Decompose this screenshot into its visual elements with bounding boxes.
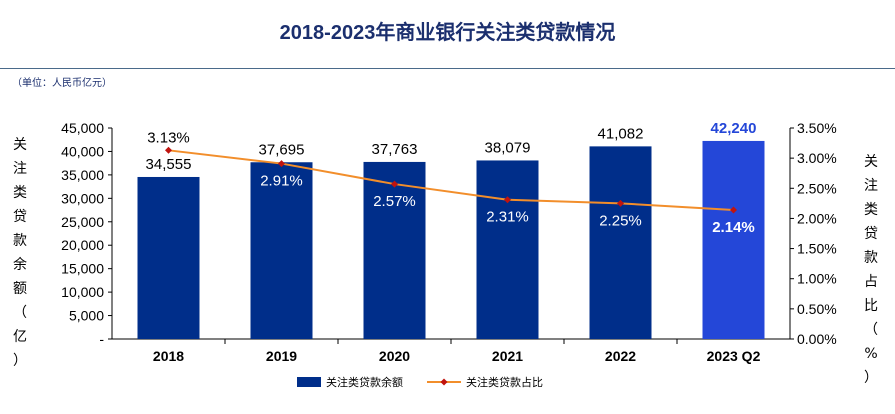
y-left-tick-label: - bbox=[99, 331, 104, 347]
y-right-tick-label: 1.50% bbox=[797, 241, 837, 257]
y-right-axis-title-char: 比 bbox=[864, 298, 878, 314]
ratio-data-label: 2.91% bbox=[260, 173, 303, 190]
x-tick-label: 2020 bbox=[379, 348, 410, 364]
x-tick-label: 2022 bbox=[605, 348, 636, 364]
bar-2018 bbox=[137, 176, 200, 339]
y-right-axis-title-char: 关 bbox=[864, 154, 878, 170]
y-right-axis-title-char: 贷 bbox=[864, 226, 878, 242]
bar-2022 bbox=[589, 146, 652, 339]
y-right-tick-label: 2.50% bbox=[797, 180, 837, 196]
y-left-tick-label: 10,000 bbox=[61, 284, 104, 300]
y-left-tick-label: 40,000 bbox=[61, 143, 104, 159]
y-right-tick-label: 2.00% bbox=[797, 210, 837, 226]
y-left-tick-label: 20,000 bbox=[61, 237, 104, 253]
y-left-axis-title-char: （ bbox=[13, 305, 27, 321]
title-divider bbox=[0, 68, 895, 69]
x-tick-label: 2021 bbox=[492, 348, 523, 364]
legend-bar-swatch bbox=[297, 377, 321, 387]
x-tick-label: 2023 Q2 bbox=[707, 348, 761, 364]
ratio-marker bbox=[730, 206, 737, 214]
y-right-axis-title-char: 占 bbox=[864, 274, 878, 290]
y-left-axis-title-char: 关 bbox=[13, 137, 27, 153]
chart-title: 2018-2023年商业银行关注类贷款情况 bbox=[279, 22, 616, 44]
bar-data-label: 34,555 bbox=[146, 156, 192, 173]
y-left-tick-label: 30,000 bbox=[61, 190, 104, 206]
ratio-marker bbox=[504, 196, 511, 204]
unit-note: （单位：人民币亿元） bbox=[12, 78, 112, 89]
ratio-marker bbox=[165, 146, 172, 154]
y-left-axis-title-char: 亿 bbox=[13, 329, 27, 345]
ratio-data-label: 2.31% bbox=[486, 209, 529, 226]
y-left-axis-title-char: 贷 bbox=[13, 209, 27, 225]
y-left-axis-title-char: 类 bbox=[13, 185, 27, 201]
y-left-tick-label: 15,000 bbox=[61, 261, 104, 277]
ratio-line bbox=[168, 149, 734, 211]
legend-line-marker bbox=[440, 378, 448, 386]
y-left-axis-title-char: ） bbox=[13, 353, 27, 369]
x-tick-label: 2019 bbox=[266, 348, 297, 364]
ratio-marker bbox=[617, 199, 624, 207]
y-left-axis-title-char: 额 bbox=[13, 281, 27, 297]
ratio-data-label: 3.13% bbox=[147, 129, 190, 146]
y-right-axis-title-char: （ bbox=[864, 322, 878, 338]
y-right-tick-label: 1.00% bbox=[797, 271, 837, 287]
ratio-data-label: 2.57% bbox=[373, 193, 416, 210]
y-right-axis-title-char: 类 bbox=[864, 202, 878, 218]
y-left-tick-label: 45,000 bbox=[61, 120, 104, 136]
y-right-tick-label: 3.50% bbox=[797, 120, 837, 136]
y-right-tick-label: 0.50% bbox=[797, 301, 837, 317]
bar-data-label: 42,240 bbox=[711, 120, 757, 137]
legend-line-label: 关注类贷款占比 bbox=[466, 375, 543, 389]
y-right-tick-label: 0.00% bbox=[797, 331, 837, 347]
ratio-marker bbox=[278, 160, 285, 168]
bar-data-label: 38,079 bbox=[485, 139, 531, 156]
bar-2021 bbox=[476, 160, 539, 339]
bar-data-label: 41,082 bbox=[598, 125, 644, 142]
y-left-axis-title-char: 注 bbox=[13, 161, 27, 177]
bar-2020 bbox=[363, 161, 426, 339]
bar-data-label: 37,763 bbox=[372, 141, 418, 158]
ratio-data-label: 2.25% bbox=[599, 212, 642, 229]
ratio-data-label: 2.14% bbox=[712, 219, 755, 236]
y-left-axis-title-char: 款 bbox=[13, 233, 27, 249]
y-left-tick-label: 5,000 bbox=[69, 308, 104, 324]
y-left-axis-title-char: 余 bbox=[13, 256, 27, 273]
y-left-tick-label: 25,000 bbox=[61, 214, 104, 230]
y-right-axis-title-char: ） bbox=[864, 370, 878, 386]
y-right-axis-title-char: % bbox=[864, 346, 877, 362]
bar-2023-Q2 bbox=[702, 140, 765, 339]
x-tick-label: 2018 bbox=[153, 348, 184, 364]
bar-2019 bbox=[250, 162, 313, 339]
y-left-tick-label: 35,000 bbox=[61, 167, 104, 183]
y-right-axis-title-char: 注 bbox=[864, 178, 878, 194]
legend-bar-label: 关注类贷款余额 bbox=[326, 375, 403, 389]
y-right-axis-title-char: 款 bbox=[864, 250, 878, 266]
ratio-marker bbox=[391, 180, 398, 188]
bar-data-label: 37,695 bbox=[259, 141, 305, 158]
y-right-tick-label: 3.00% bbox=[797, 150, 837, 166]
